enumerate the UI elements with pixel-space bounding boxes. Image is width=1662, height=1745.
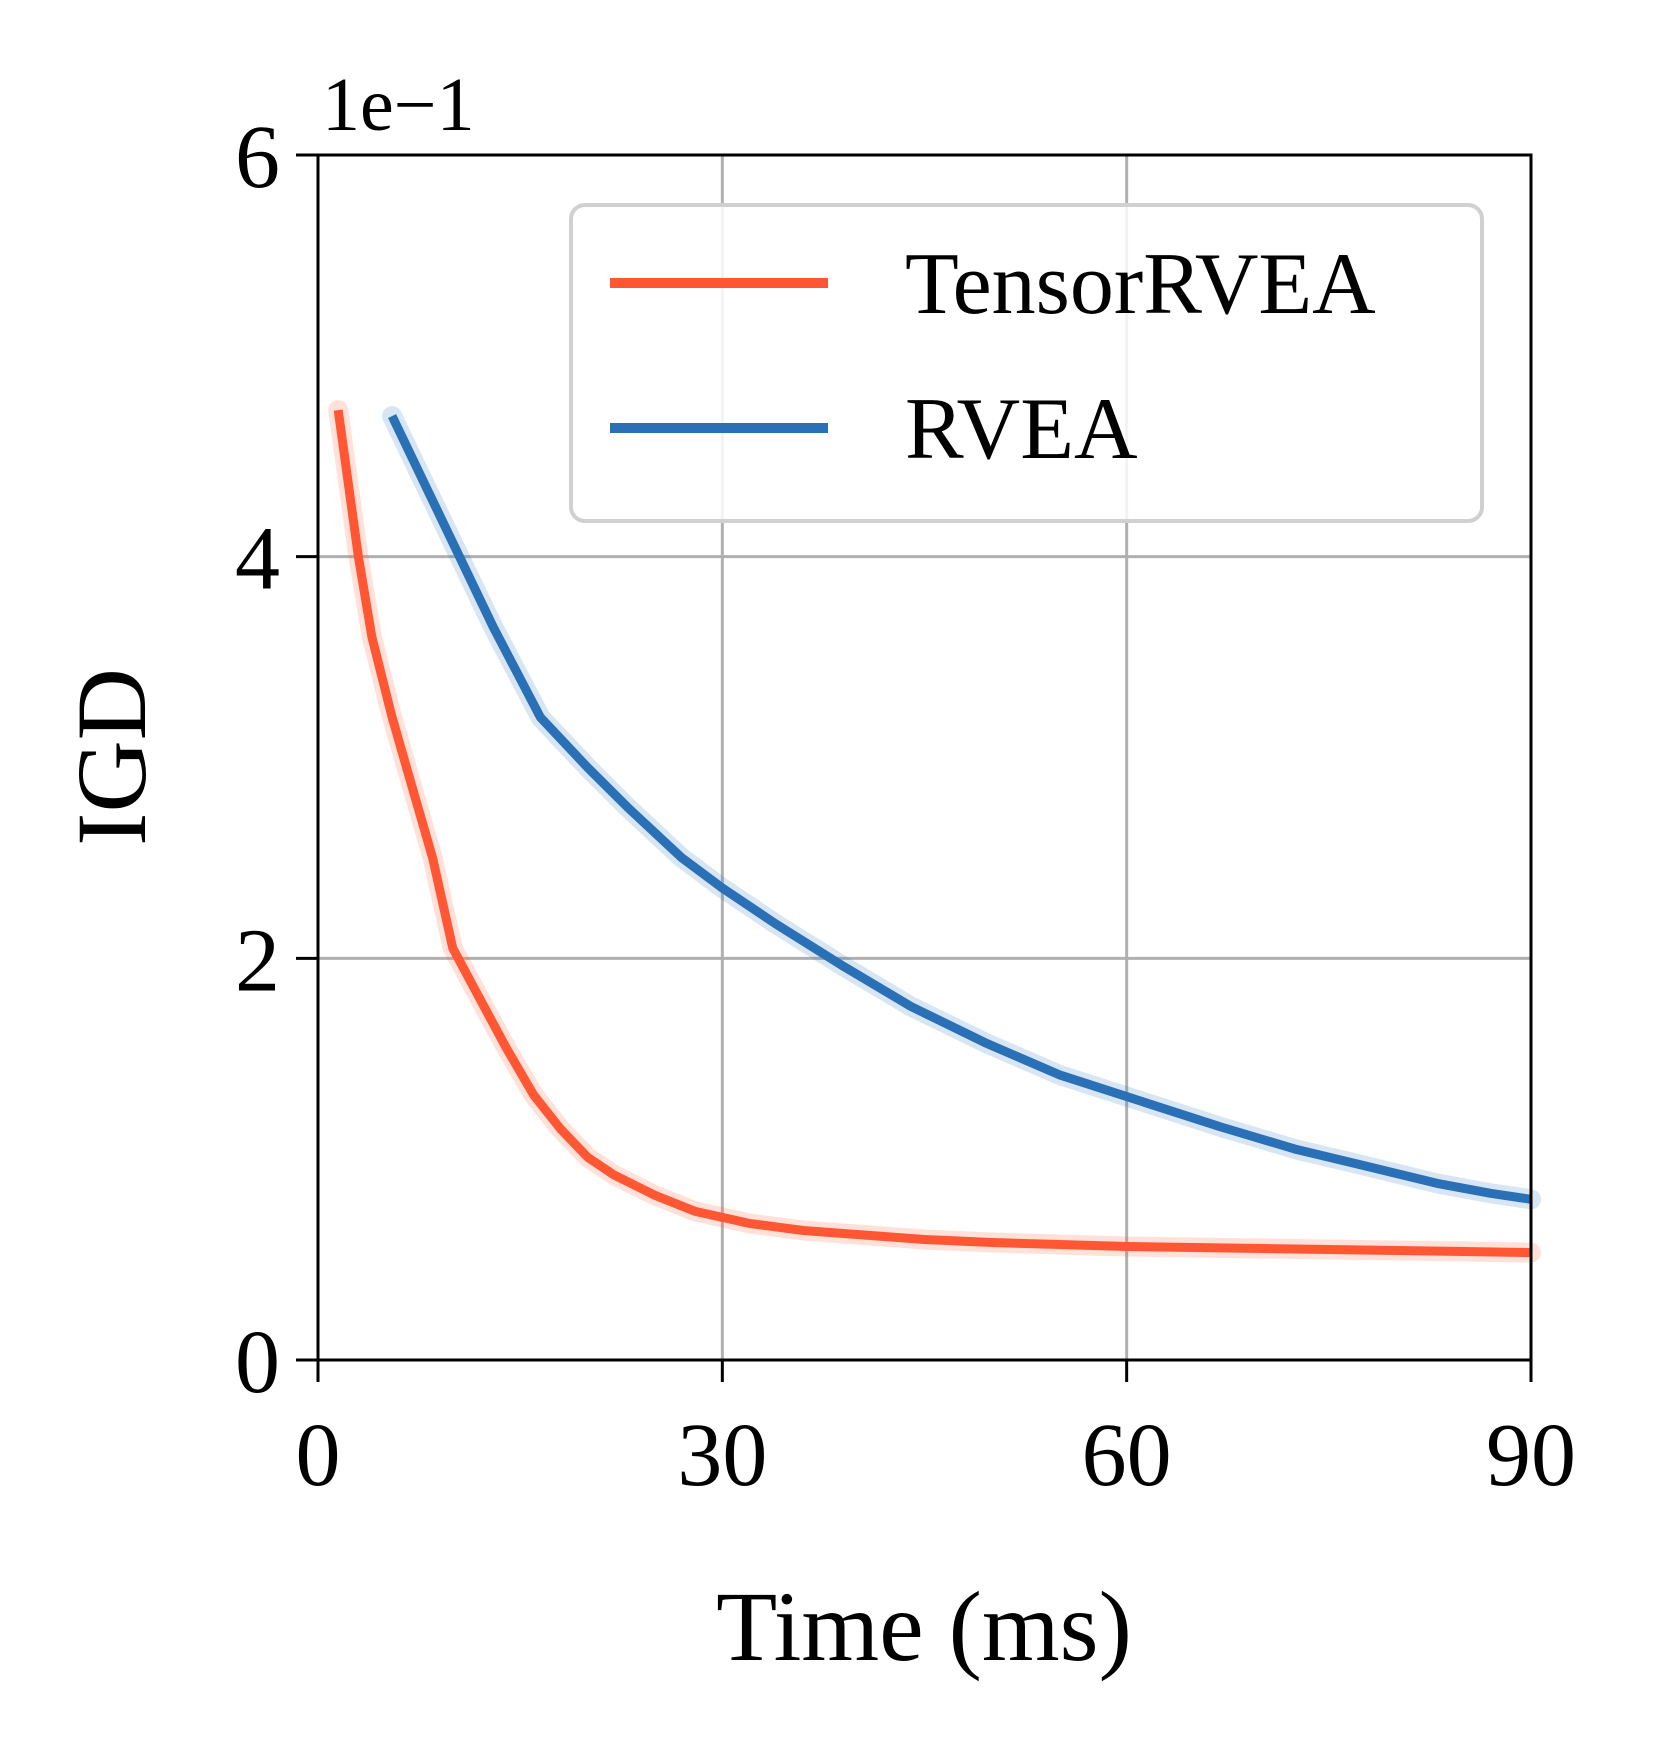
axis-ticks bbox=[296, 153, 1533, 1382]
legend-label-tensorrvea: TensorRVEA bbox=[905, 236, 1376, 333]
x-axis-label: Time (ms) bbox=[716, 1571, 1132, 1682]
x-tick-label: 0 bbox=[296, 1406, 341, 1505]
y-tick-label: 4 bbox=[235, 510, 280, 609]
legend-entries: TensorRVEA RVEA bbox=[610, 236, 1376, 478]
y-offset-text: 1e−1 bbox=[322, 63, 475, 147]
y-tick-label: 2 bbox=[235, 911, 280, 1010]
series-lines bbox=[328, 400, 1541, 1263]
series-line-rvea bbox=[388, 414, 1532, 1204]
x-tick-label: 90 bbox=[1486, 1406, 1576, 1505]
legend-label-rvea: RVEA bbox=[905, 381, 1138, 478]
x-tick-label: 60 bbox=[1082, 1406, 1172, 1505]
x-tick-label: 30 bbox=[677, 1406, 767, 1505]
series-band-tensorrvea bbox=[328, 400, 1541, 1263]
y-axis-label: IGD bbox=[56, 668, 167, 846]
series-band-rvea bbox=[382, 406, 1541, 1210]
plot-frame bbox=[316, 153, 1533, 1362]
y-tick-label: 6 bbox=[235, 108, 280, 207]
series-line-tensorrvea bbox=[333, 409, 1532, 1258]
y-tick-label: 0 bbox=[235, 1313, 280, 1412]
legend: TensorRVEA RVEA bbox=[569, 203, 1484, 523]
tick-labels: 0 30 60 90 0 2 4 6 bbox=[235, 108, 1576, 1505]
